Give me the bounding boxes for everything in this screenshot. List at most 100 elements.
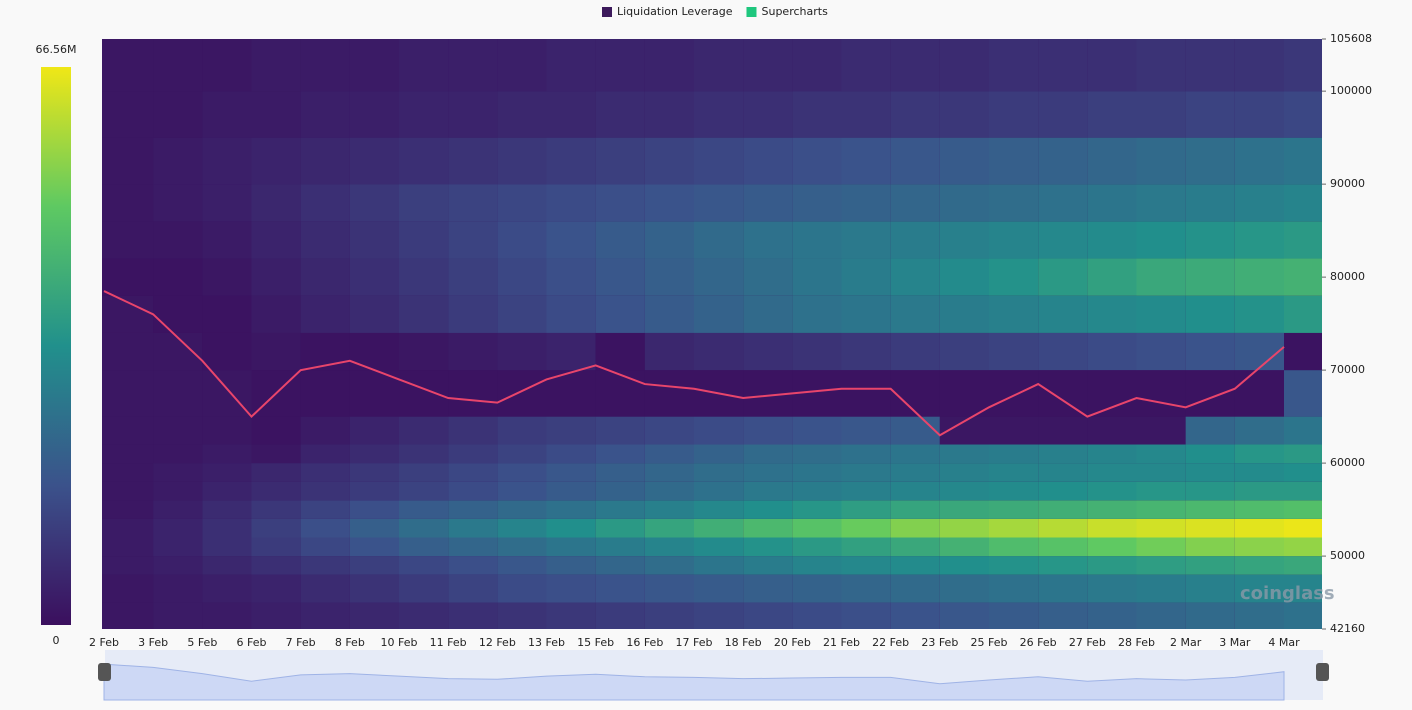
navigator-handle[interactable] [1316,663,1329,681]
heat-cell [1284,370,1322,417]
heat-cell [890,258,940,296]
heat-cell [546,463,596,482]
heat-cell [497,481,547,501]
heat-cell [743,518,793,538]
heat-cell [102,481,154,501]
heat-cell [1087,221,1137,259]
heat-cell [349,463,399,482]
heat-cell [792,137,842,185]
heat-cell [251,416,301,445]
heat-cell [202,258,252,296]
legend-swatch[interactable] [602,7,612,17]
heat-cell [349,370,399,417]
heat-cell [989,416,1039,445]
heat-cell [890,91,940,138]
heat-cell [251,481,301,501]
heat-cell [989,574,1039,603]
heat-cell [399,537,449,557]
heat-cell [546,518,596,538]
heat-cell [1284,416,1322,445]
heat-cell [939,332,989,371]
heat-cell [792,463,842,482]
heat-cell [939,137,989,185]
x-tick-label: 11 Feb [430,636,467,649]
heat-cell [792,537,842,557]
heat-cell [497,537,547,557]
heat-cell [1038,481,1088,501]
heat-cell [1038,500,1088,519]
heat-cell [890,184,940,222]
heat-cell [1038,518,1088,538]
heat-cell [102,556,154,575]
heat-cell [1038,221,1088,259]
heat-cell [251,574,301,603]
heat-cell [890,444,940,464]
heat-cell [743,39,793,92]
heat-cell [153,481,203,501]
heat-cell [644,481,694,501]
heat-cell [153,332,203,371]
heat-cell [1234,221,1284,259]
legend-label[interactable]: Supercharts [761,5,828,18]
heat-cell [644,463,694,482]
legend-swatch[interactable] [746,7,757,17]
heat-cell [448,370,498,417]
heat-cell [1234,500,1284,519]
heat-cell [694,184,744,222]
heat-cell [349,221,399,259]
heat-cell [546,481,596,501]
heat-cell [743,574,793,603]
heat-cell [989,295,1039,333]
heat-cell [300,370,350,417]
heat-cell [251,221,301,259]
heat-cell [694,91,744,138]
heat-cell [939,574,989,603]
y-tick-label: 80000 [1330,270,1365,283]
heat-cell [743,295,793,333]
heat-cell [300,500,350,519]
heat-cell [694,137,744,185]
heat-cell [300,537,350,557]
heat-cell [1234,295,1284,333]
x-tick-label: 13 Feb [528,636,565,649]
heat-cell [989,332,1039,371]
heat-cell [300,258,350,296]
navigator-handle[interactable] [98,663,111,681]
heat-cell [399,481,449,501]
heat-cell [595,556,645,575]
x-tick-label: 4 Mar [1268,636,1300,649]
heat-cell [890,370,940,417]
heat-cell [989,39,1039,92]
heat-cell [448,500,498,519]
heat-cell [497,444,547,464]
heat-cell [595,416,645,445]
heat-cell [644,518,694,538]
heat-cell [349,574,399,603]
heat-cell [1038,370,1088,417]
heat-cell [153,258,203,296]
colorbar-label: 0 [53,634,60,647]
heat-cell [497,258,547,296]
x-tick-label: 5 Feb [187,636,217,649]
heat-cell [644,332,694,371]
x-tick-label: 17 Feb [676,636,713,649]
heat-cell [1038,556,1088,575]
heat-cell [399,574,449,603]
legend-label[interactable]: Liquidation Leverage [617,5,733,18]
heat-cell [251,602,301,629]
heat-cell [694,518,744,538]
heat-cell [202,137,252,185]
heat-cell [939,537,989,557]
y-tick-label: 50000 [1330,549,1365,562]
heat-cell [349,500,399,519]
heat-cell [841,556,891,575]
heat-cell [102,91,154,138]
heat-cell [102,463,154,482]
heat-cell [1136,537,1186,557]
heat-cell [1234,137,1284,185]
heat-cell [644,295,694,333]
heat-cell [595,370,645,417]
heat-cell [743,416,793,445]
heat-cell [1038,444,1088,464]
heat-cell [153,500,203,519]
